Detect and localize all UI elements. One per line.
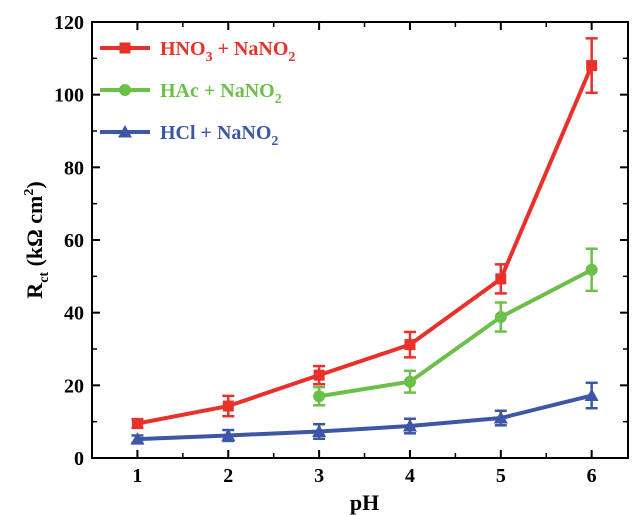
legend-label: HCl + NaNO2 [160, 122, 278, 149]
series-circle [313, 247, 598, 407]
x-tick-label: 3 [314, 465, 324, 487]
series-square [131, 37, 598, 430]
data-point [404, 339, 416, 351]
data-point [131, 417, 143, 429]
legend-marker [118, 125, 132, 138]
legend-label-part: + NaNO [213, 38, 289, 60]
legend-label-part: 2 [275, 92, 282, 107]
y-axis-title-unit: (kΩ cm [22, 196, 47, 272]
series-line [137, 64, 594, 426]
legend-item: HCl + NaNO2 [100, 122, 278, 149]
data-point [312, 424, 327, 437]
y-axis-title-close: ) [22, 181, 47, 188]
x-tick-label: 2 [223, 465, 233, 487]
y-tick-label: 0 [74, 448, 84, 470]
legend-label: HAc + NaNO2 [160, 80, 282, 107]
y-tick-label: 100 [54, 85, 84, 107]
x-tick-label: 4 [405, 465, 415, 487]
legend-label-part: HCl + NaNO [160, 122, 271, 144]
series-layer [130, 37, 599, 445]
data-point [495, 273, 507, 285]
legend-marker [119, 42, 131, 54]
data-point [222, 400, 234, 412]
data-point [586, 60, 598, 72]
data-point [584, 388, 599, 402]
series-line [137, 393, 593, 442]
y-axis-title: Rct (kΩ cm2) [22, 181, 52, 298]
y-tick-label: 80 [64, 157, 84, 179]
y-tick-label: 60 [64, 230, 84, 252]
legend-label-part: 3 [206, 50, 213, 65]
data-point [402, 419, 417, 432]
data-point [494, 311, 507, 324]
series-triangle [130, 381, 599, 445]
y-tick-label: 120 [54, 12, 84, 34]
series-line [318, 268, 593, 399]
y-tick-label: 20 [64, 375, 84, 397]
legend-label-part: 2 [271, 134, 278, 149]
y-tick-label: 40 [64, 303, 84, 325]
y-axis-title-sup: 2 [22, 189, 37, 196]
legend-label-part: 2 [288, 50, 295, 65]
legend-label-part: HNO [160, 38, 206, 60]
data-point [493, 411, 508, 424]
x-tick-label: 1 [132, 465, 142, 487]
x-axis-title: pH [350, 490, 379, 515]
data-point [313, 390, 326, 403]
legend-label: HNO3 + NaNO2 [160, 38, 295, 65]
data-point [313, 369, 325, 381]
legend-marker [119, 84, 131, 96]
y-axis-title-sub: ct [37, 272, 52, 283]
data-point [130, 432, 145, 445]
legend-label-part: HAc + NaNO [160, 80, 275, 102]
y-axis-title-main: R [22, 282, 47, 299]
data-point [221, 428, 236, 441]
legend-item: HNO3 + NaNO2 [100, 38, 295, 65]
data-point [585, 263, 598, 276]
x-tick-label: 5 [496, 465, 506, 487]
legend-item: HAc + NaNO2 [100, 80, 282, 107]
x-tick-label: 6 [587, 465, 597, 487]
data-point [403, 375, 416, 388]
